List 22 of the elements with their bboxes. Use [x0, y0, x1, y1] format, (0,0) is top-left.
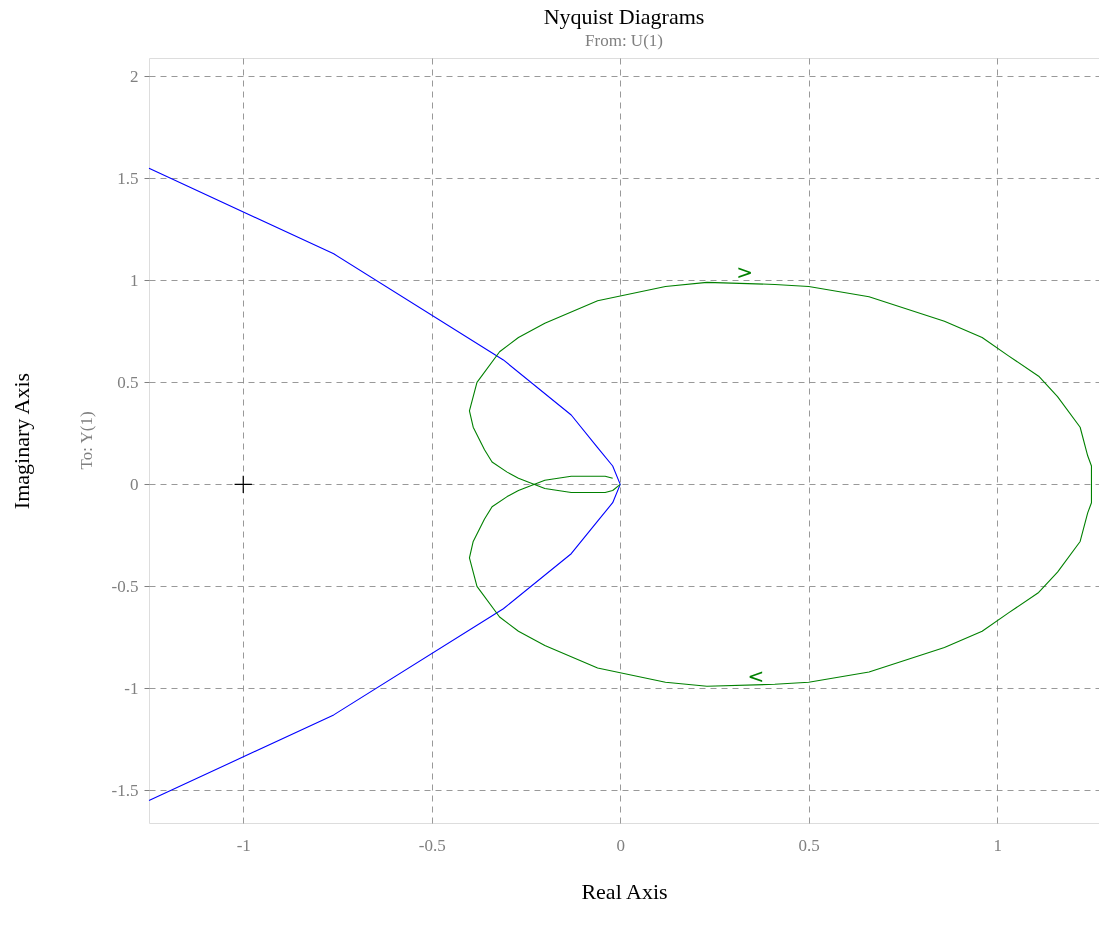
- x-axis-title: Real Axis: [581, 878, 668, 904]
- annotation: <: [747, 664, 765, 689]
- x-tick-label: 1: [993, 835, 1002, 855]
- y-tick-label: -1.5: [111, 780, 139, 800]
- x-tick-label: -1: [236, 835, 251, 855]
- x-tick-label: 0.5: [798, 835, 820, 855]
- text: To: Y(1): [77, 411, 96, 470]
- chart-title: Nyquist Diagrams: [543, 4, 705, 29]
- y-axis-title: Imaginary Axis: [8, 372, 34, 510]
- annotation: >: [736, 260, 754, 285]
- y-tick-label: -0.5: [111, 576, 139, 596]
- y-tick-label: 0: [130, 474, 139, 494]
- y-tick-label: 1: [130, 270, 139, 290]
- line-series: [148, 167, 621, 802]
- chart-subtitle: From: U(1): [585, 31, 663, 50]
- x-tick-label: 0: [616, 835, 625, 855]
- y-tick-label: 1.5: [117, 168, 139, 188]
- y-tick-label: -1: [124, 678, 139, 698]
- y-tick-label: 0.5: [117, 372, 139, 392]
- x-tick-label: -0.5: [418, 835, 446, 855]
- line-series: [468, 281, 1093, 687]
- y-tick-label: 2: [130, 66, 139, 86]
